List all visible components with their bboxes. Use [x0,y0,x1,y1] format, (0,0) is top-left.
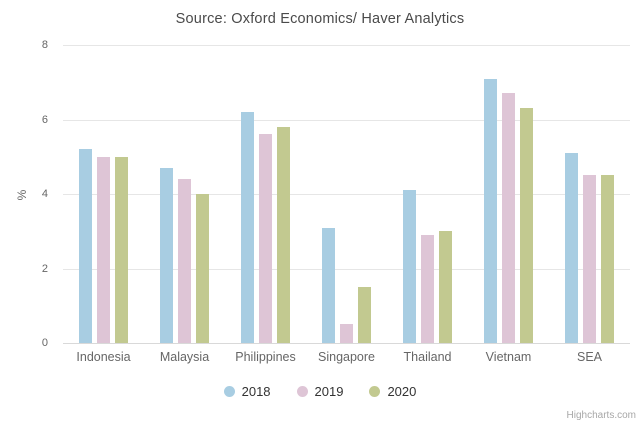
x-category-label-thailand: Thailand [403,350,452,364]
bar-2020-vietnam[interactable] [520,108,533,343]
gridline [63,194,630,195]
legend-item-2020[interactable]: 2020 [369,384,416,399]
legend-label: 2019 [314,384,344,399]
bar-2018-philippines[interactable] [241,112,254,343]
highcharts-credit-link[interactable]: Highcharts.com [566,410,636,421]
bar-2019-thailand[interactable] [421,234,434,343]
bar-2019-malaysia[interactable] [178,179,191,343]
plot-area [63,45,630,344]
gridline [63,119,630,121]
y-tick-label: 6 [41,113,48,126]
x-category-label-indonesia: Indonesia [76,350,131,364]
y-tick-label: 2 [41,262,48,275]
bar-2018-singapore[interactable] [322,227,335,343]
legend-label: 2020 [387,384,417,399]
bar-2018-thailand[interactable] [403,190,416,343]
legend-marker-icon [296,386,308,397]
x-category-label-vietnam: Vietnam [485,350,532,364]
bar-2018-malaysia[interactable] [160,167,173,343]
x-category-label-sea: SEA [576,350,603,364]
bar-2020-singapore[interactable] [358,287,371,343]
y-tick-label: 4 [41,188,48,200]
legend: 2018 2019 2020 [0,384,640,399]
bar-2019-philippines[interactable] [259,134,272,343]
bar-2020-indonesia[interactable] [115,156,128,343]
bar-2020-malaysia[interactable] [196,194,209,343]
x-category-label-philippines: Philippines [235,350,296,364]
bar-2019-singapore[interactable] [340,324,353,343]
y-tick-label: 0 [41,337,48,349]
bar-2020-thailand[interactable] [439,231,452,343]
x-category-label-malaysia: Malaysia [159,350,210,364]
bar-2019-sea[interactable] [583,175,596,343]
bar-2020-philippines[interactable] [277,126,290,343]
gridline [63,268,630,270]
legend-item-2019[interactable]: 2019 [296,384,344,399]
chart-title: Source: Oxford Economics/ Haver Analytic… [175,11,465,27]
x-category-label-singapore: Singapore [318,350,375,364]
legend-label: 2018 [241,384,271,399]
bar-2018-sea[interactable] [565,153,578,343]
y-tick-label: 8 [41,39,48,51]
bar-2018-vietnam[interactable] [484,78,497,343]
gridline [63,45,630,46]
bar-2018-indonesia[interactable] [79,149,92,343]
legend-marker-icon [369,386,381,397]
legend-marker-icon [223,386,235,397]
bar-2019-indonesia[interactable] [97,156,110,343]
bar-2020-sea[interactable] [601,175,614,343]
bar-2019-vietnam[interactable] [502,93,515,343]
legend-item-2018[interactable]: 2018 [223,384,271,399]
